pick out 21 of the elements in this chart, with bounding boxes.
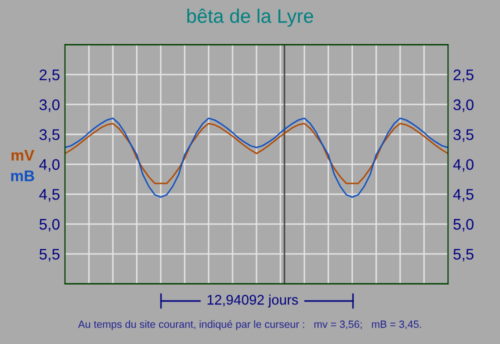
text: mB: [11, 170, 34, 182]
y2-tick-label: 4,0: [453, 159, 474, 172]
y2-tick-label: 2,5: [454, 69, 474, 82]
y2-tick-label: 5,0: [453, 218, 474, 232]
text: Au temps du site courant, indiqué par le curseur : mv = 3,56; mB = 3,45.: [78, 320, 422, 330]
y-tick-label: 4,5: [39, 189, 60, 202]
y-tick-label: 2,5: [40, 69, 60, 82]
line-series: [65, 122, 448, 184]
y2-tick-label: 5,5: [453, 248, 474, 262]
line-series: [65, 118, 448, 198]
y-tick-label: 3,0: [39, 99, 60, 112]
y-tick-label: 5,0: [40, 218, 60, 232]
text: 12,94092 jours: [208, 294, 298, 308]
y2-tick-label: 4,5: [453, 189, 474, 202]
chart-title: bêta de la Lyre: [187, 8, 314, 27]
text: mV: [12, 150, 34, 160]
y-tick-label: 4,0: [39, 159, 60, 172]
y2-tick-label: 3,5: [453, 129, 474, 142]
y-tick-label: 5,5: [40, 248, 60, 262]
y-tick-label: 3,5: [39, 129, 60, 142]
y2-tick-label: 3,0: [453, 99, 474, 112]
